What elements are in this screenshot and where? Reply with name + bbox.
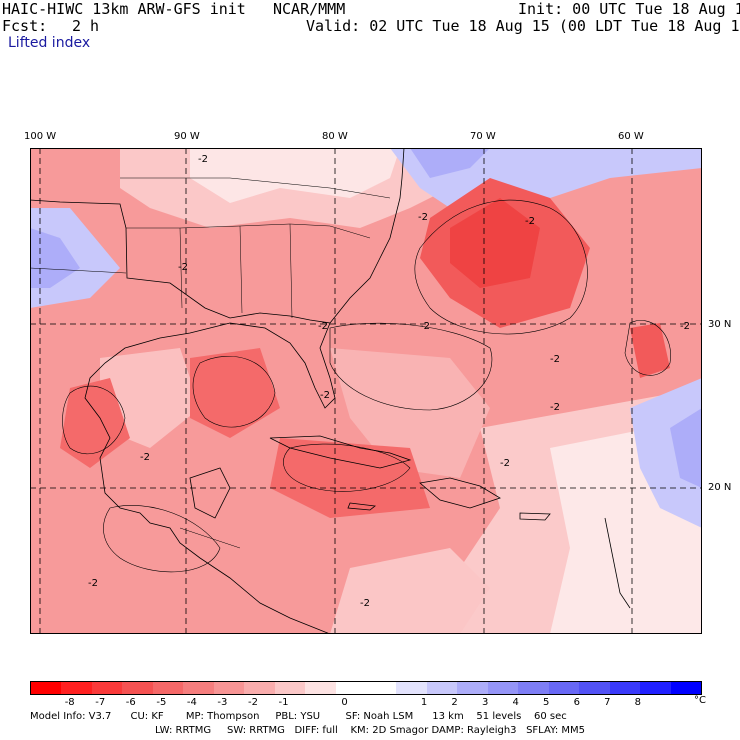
legend-cell	[274, 682, 306, 694]
legend-cell	[670, 682, 701, 694]
borders	[30, 177, 391, 549]
legend-cell	[426, 682, 458, 694]
blue-region-northeast-core	[410, 148, 490, 178]
lat-label-20n: 20 N	[708, 482, 732, 493]
forecast-hour: 2 h	[72, 17, 100, 35]
model-info-line1: Model Info: V3.7 CU: KF MP: Thompson PBL…	[30, 711, 567, 722]
org-label: NCAR/MMM	[273, 0, 346, 18]
legend-cell	[122, 682, 153, 694]
lon-label-90w: 90 W	[174, 131, 200, 142]
legend-tick-label: -2	[247, 697, 258, 708]
lon-label-80w: 80 W	[322, 131, 348, 142]
lon-label-60w: 60 W	[618, 131, 644, 142]
contour-label: -2	[550, 402, 560, 413]
legend-tick-label: -3	[217, 697, 228, 708]
legend-tick-label: 4	[512, 697, 519, 708]
init-time: Init: 00 UTC Tue 18 Aug 15	[518, 0, 740, 18]
legend-tick-label: 0	[341, 697, 348, 708]
lon-label-100w: 100 W	[24, 131, 57, 142]
red-region-gulf	[190, 348, 280, 438]
legend-cell	[518, 682, 549, 694]
light-region-central	[330, 348, 490, 478]
legend-cell	[31, 682, 62, 694]
contour-label: -2	[320, 390, 330, 401]
legend-tick-label: -7	[95, 697, 106, 708]
legend-tick-label: -8	[64, 697, 75, 708]
legend-tick-label: -6	[125, 697, 136, 708]
lat-lon-grid	[30, 148, 702, 634]
model-info-line2: LW: RRTMG SW: RRTMG DIFF: full KM: 2D Sm…	[155, 725, 585, 736]
red-region-west	[60, 378, 130, 468]
red-region-atlantic-core	[450, 198, 540, 288]
legend-tick-label: -5	[156, 697, 167, 708]
legend-cell	[213, 682, 245, 694]
legend-tick-label: 6	[573, 697, 580, 708]
legend-cell	[548, 682, 580, 694]
legend-tick-label: 1	[420, 697, 428, 708]
lon-label-70w: 70 W	[470, 131, 496, 142]
legend-cell	[396, 682, 427, 694]
map-border	[30, 148, 702, 634]
legend-tick-label: 5	[543, 697, 550, 708]
legend-cell	[244, 682, 275, 694]
legend-cell	[91, 682, 123, 694]
legend-cell	[305, 682, 336, 694]
legend-tick-label: -4	[186, 697, 197, 708]
legend-tick-label: 8	[634, 697, 642, 708]
model-title: HAIC-HIWC 13km ARW-GFS init	[2, 0, 246, 18]
legend-cell	[365, 682, 397, 694]
contour-label: -2	[88, 578, 98, 589]
coastlines	[30, 148, 631, 634]
contour-label: -2	[360, 598, 370, 609]
legend-tick-label: 7	[604, 697, 611, 708]
contour-label: -2	[178, 262, 188, 273]
legend-tick-label: 2	[451, 697, 458, 708]
field-name: Lifted index	[8, 35, 91, 51]
legend-tick-label: 3	[481, 697, 489, 708]
contour-label: -2	[140, 452, 150, 463]
legend-cell	[457, 682, 488, 694]
contour-label: -2	[318, 321, 328, 332]
legend-cell	[609, 682, 641, 694]
blue-region-east	[630, 378, 702, 528]
legend-cell	[579, 682, 610, 694]
contour-label: -2	[680, 321, 690, 332]
white-region-north	[190, 148, 400, 203]
legend-cell	[61, 682, 92, 694]
lat-label-30n: 30 N	[708, 319, 732, 330]
lifted-index-map: -2 -2 -2 -2 -2 -2 -2 -2 -2 -2 -2 -2 -2 -…	[30, 148, 702, 634]
valid-time: Valid: 02 UTC Tue 18 Aug 15 (00 LDT Tue …	[306, 17, 740, 35]
contour-label: -2	[500, 458, 510, 469]
legend-cell	[183, 682, 214, 694]
forecast-label: Fcst:	[2, 17, 48, 35]
color-legend	[30, 681, 702, 695]
contour-labels: -2 -2 -2 -2 -2 -2 -2 -2 -2 -2 -2 -2 -2 -…	[88, 154, 690, 609]
blue-region-west-core	[30, 228, 80, 288]
legend-cell	[335, 682, 366, 694]
legend-cell	[640, 682, 671, 694]
contour-label: -2	[418, 212, 428, 223]
red-region-caribbean	[270, 438, 430, 518]
legend-cell	[152, 682, 184, 694]
contour-label: -2	[198, 154, 208, 165]
contour-label: -2	[525, 216, 535, 227]
red-region-east-spot	[630, 323, 670, 378]
contour-label: -2	[420, 321, 430, 332]
legend-tick-label: -1	[278, 697, 289, 708]
blue-region-east-core	[670, 408, 702, 488]
legend-unit: °C	[694, 695, 706, 706]
light-region-south	[330, 548, 490, 634]
legend-cell	[487, 682, 519, 694]
contour-label: -2	[550, 354, 560, 365]
contour-lines	[62, 199, 671, 573]
